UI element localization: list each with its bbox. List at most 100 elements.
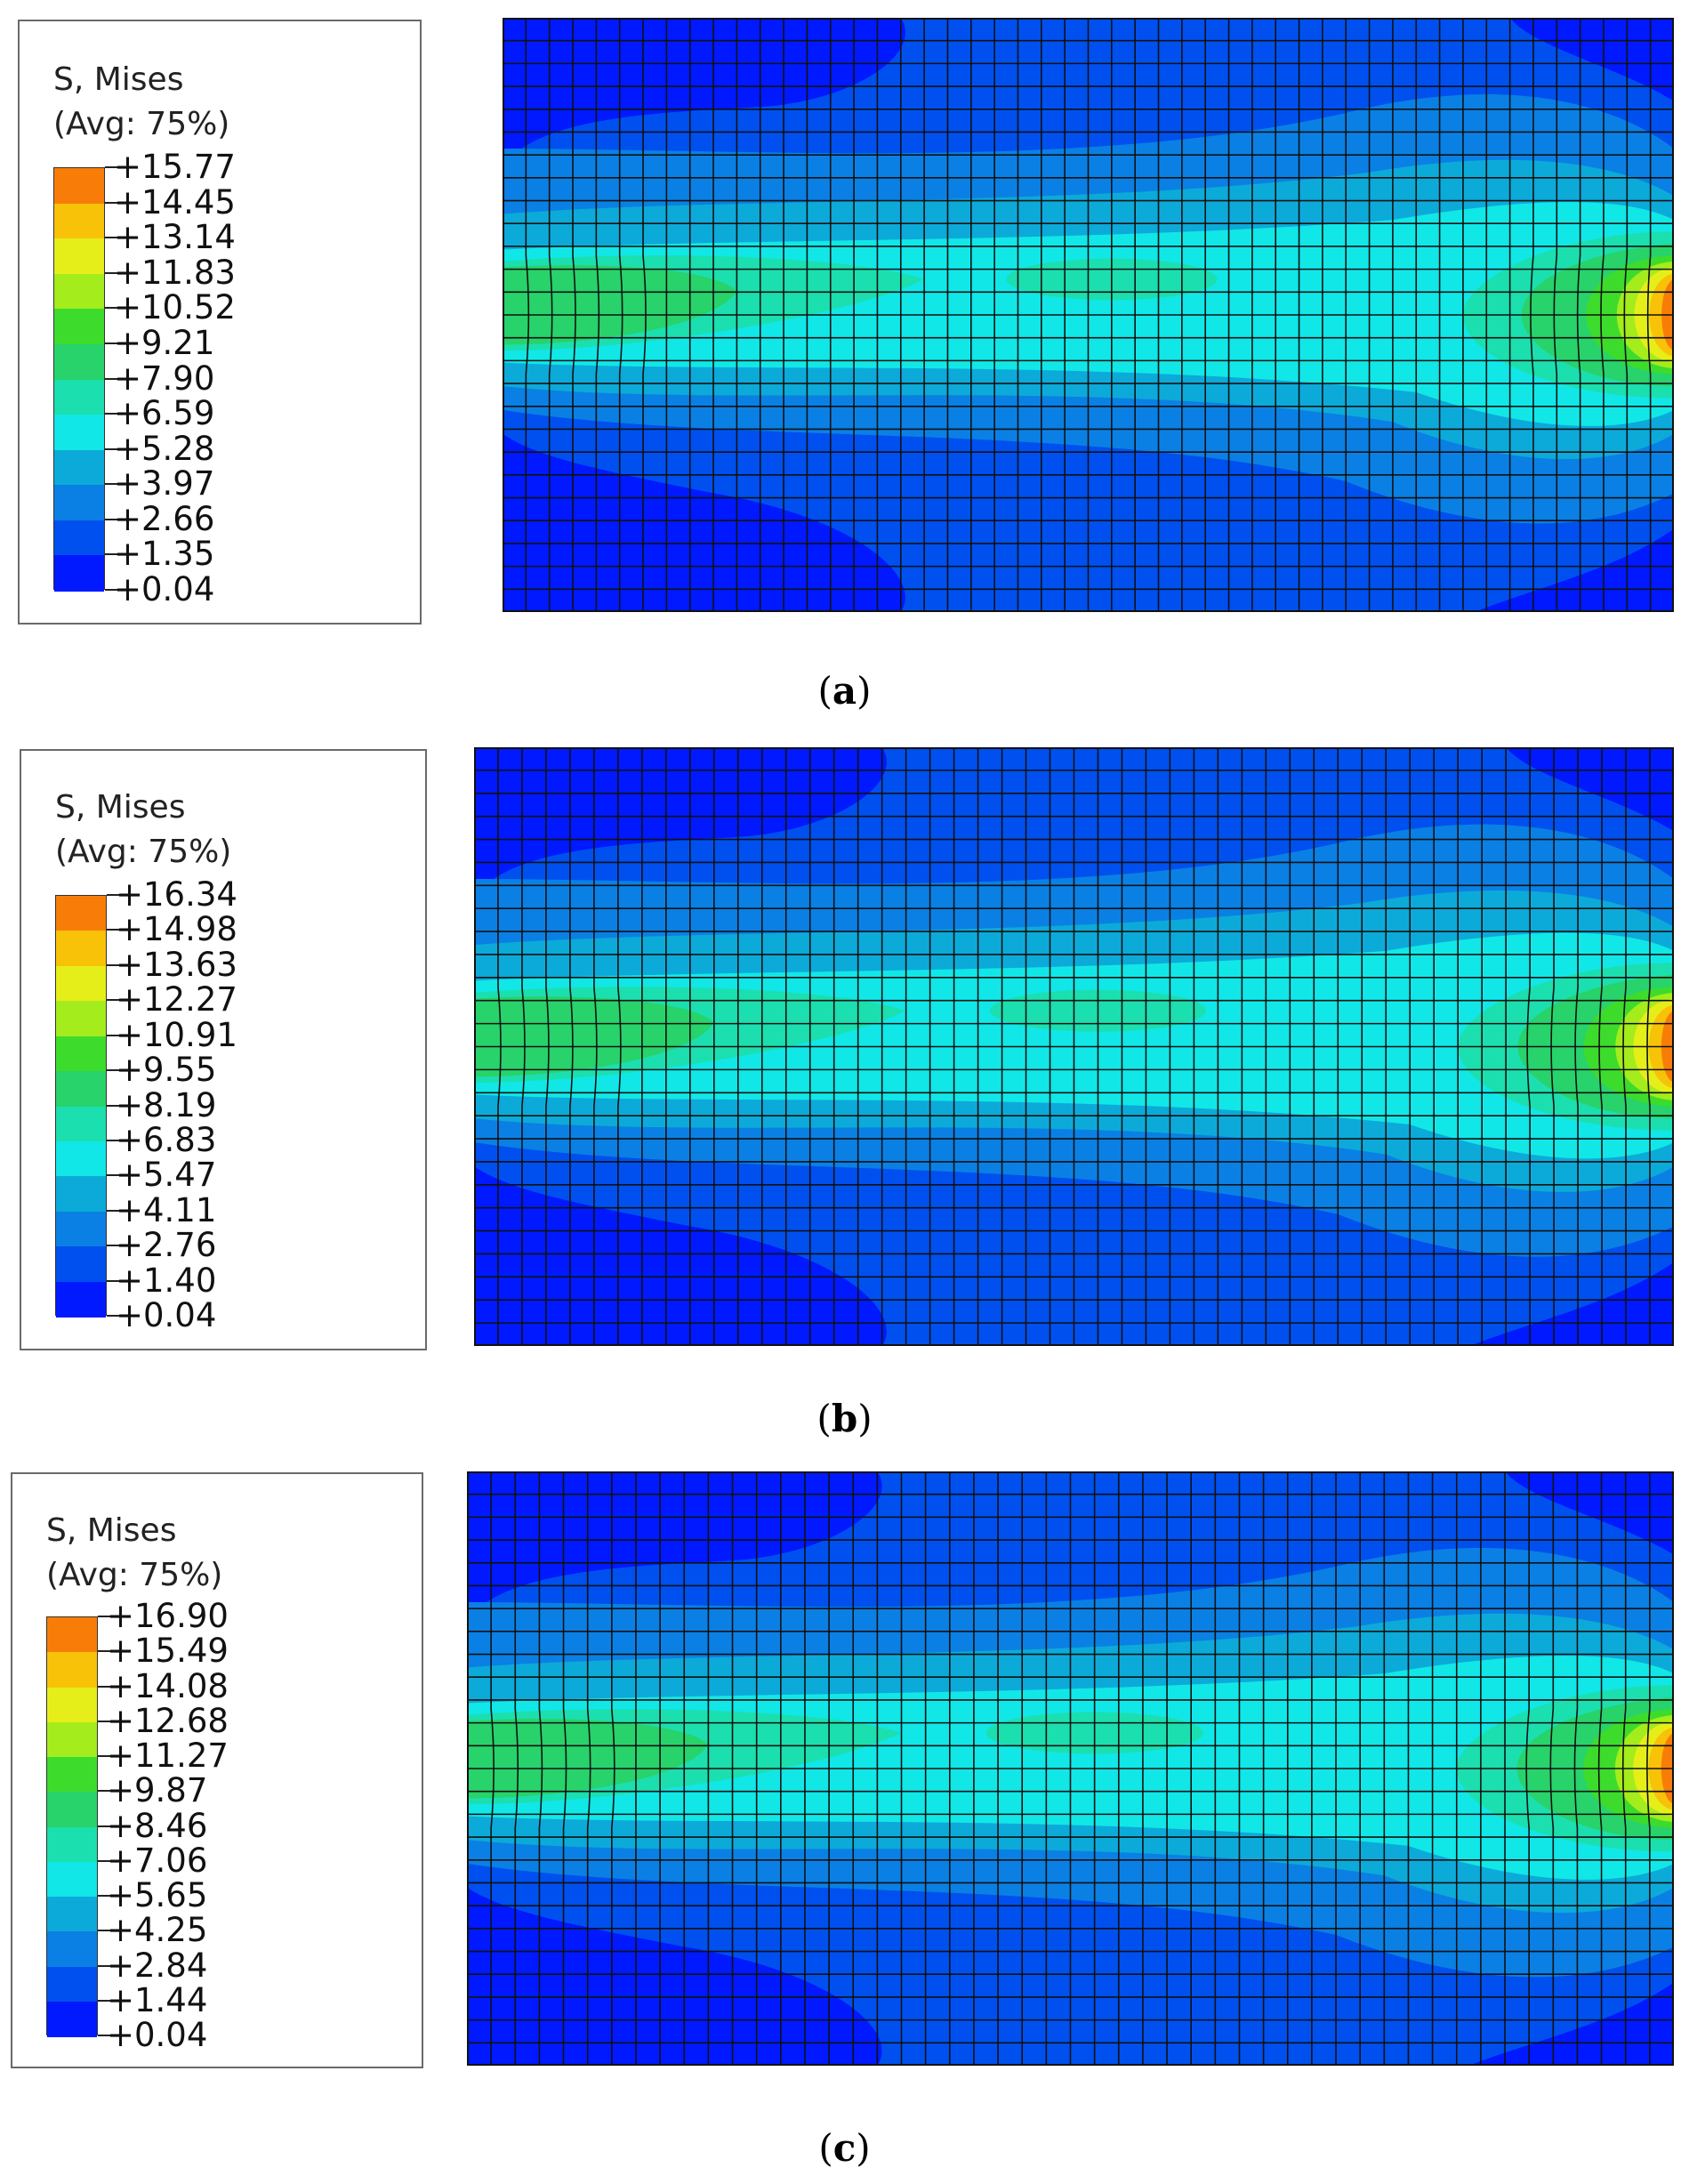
panel-b: S, Mises (Avg: 75%) +16.34 +14.98 +13.63 +1…	[0, 728, 1689, 1440]
colorbar-level-label: +15.49	[107, 1632, 229, 1671]
colorbar-level-label: +8.19	[116, 1085, 217, 1124]
colorbar-level-label: +13.14	[114, 218, 236, 257]
colorbar-band	[47, 1617, 97, 1653]
colorbar-band	[54, 273, 104, 310]
contour-band-min	[467, 1887, 882, 2066]
colorbar-level-label: +14.08	[107, 1666, 229, 1705]
colorbar-tick	[98, 1859, 117, 1862]
colorbar-band	[47, 1861, 97, 1898]
colorbar-level-label: +12.27	[116, 980, 237, 1019]
legend-c: S, Mises (Avg: 75%) +16.90 +15.49 +14.08 +1…	[11, 1472, 423, 2068]
colorbar-tick	[105, 166, 125, 168]
colorbar	[46, 1616, 98, 2037]
colorbar-band	[54, 555, 104, 592]
plot-border	[474, 747, 1674, 1346]
colorbar-band	[54, 238, 104, 275]
colorbar-band	[54, 449, 104, 486]
colorbar-tick	[98, 1790, 117, 1793]
colorbar-tick	[98, 1650, 117, 1653]
contour-plot-c	[467, 1471, 1674, 2066]
contour-band	[503, 265, 737, 345]
colorbar-band	[54, 203, 104, 239]
colorbar-tick	[98, 1825, 117, 1827]
colorbar-level-label: +4.25	[107, 1911, 208, 1950]
contour-band-min	[503, 18, 905, 166]
colorbar-band	[47, 1792, 97, 1828]
colorbar	[53, 167, 105, 592]
colorbar-tick	[105, 518, 125, 520]
contour-band	[467, 1719, 709, 1799]
colorbar-level-label: +15.77	[114, 148, 236, 186]
contour-band-min	[503, 433, 905, 612]
colorbar-level-label: +1.40	[116, 1261, 217, 1300]
mesh-grid	[474, 747, 1674, 1346]
colorbar-tick	[107, 1279, 126, 1282]
colorbar-tick	[105, 307, 125, 310]
colorbar-level-label: +0.04	[107, 2016, 208, 2054]
colorbar-band	[56, 1176, 106, 1213]
colorbar-tick	[107, 963, 126, 966]
colorbar-level-label: +10.52	[114, 288, 236, 327]
colorbar-band	[47, 1931, 97, 1968]
colorbar-band	[56, 931, 106, 967]
colorbar-band	[47, 1652, 97, 1688]
colorbar-level-label: +5.65	[107, 1876, 208, 1914]
panel-a: S, Mises (Avg: 75%) +15.77 +14.45 +13.14 +1…	[0, 0, 1689, 713]
colorbar-level-label: +10.91	[116, 1015, 237, 1054]
legend-title-line2: (Avg: 75%)	[46, 1557, 223, 1593]
colorbar-level-label: +5.47	[116, 1156, 217, 1195]
plot-border	[503, 18, 1674, 612]
contour-band	[474, 996, 714, 1077]
colorbar-band	[47, 1826, 97, 1863]
colorbar-level-label: +14.98	[116, 910, 237, 949]
colorbar-level-label: +12.68	[107, 1701, 229, 1740]
colorbar-tick	[105, 413, 125, 415]
colorbar-band	[54, 343, 104, 381]
colorbar-tick	[105, 589, 125, 591]
contour-band-min	[1469, 1261, 1674, 1346]
colorbar-band	[54, 415, 104, 451]
contour-band-min	[474, 1166, 887, 1346]
stress-contour-svg	[467, 1471, 1674, 2066]
contour-band-min	[1509, 18, 1674, 101]
colorbar-tick	[98, 1964, 117, 1967]
colorbar-band	[56, 1071, 106, 1108]
colorbar-level-label: +3.97	[114, 464, 215, 504]
colorbar-tick	[105, 342, 125, 344]
colorbar-band	[47, 1966, 97, 2003]
colorbar-tick	[107, 999, 126, 1002]
colorbar-band	[56, 1001, 106, 1037]
colorbar-band	[47, 1757, 97, 1793]
colorbar-tick	[105, 553, 125, 556]
contour-plot-b	[474, 747, 1674, 1346]
contour-band-min	[1506, 747, 1674, 832]
colorbar-level-label: +13.63	[116, 945, 237, 984]
colorbar-tick	[105, 201, 125, 204]
colorbar-tick	[98, 1895, 117, 1897]
colorbar-band	[47, 1721, 97, 1758]
caption-b: (b)	[816, 1397, 873, 1440]
contour-band-min	[474, 747, 887, 898]
legend-title-line1: S, Mises	[55, 789, 186, 826]
colorbar-band	[56, 1281, 106, 1318]
plot-border	[467, 1471, 1674, 2066]
colorbar-level-label: +16.90	[107, 1597, 229, 1635]
colorbar-tick	[107, 1069, 126, 1072]
colorbar-band	[56, 1140, 106, 1177]
colorbar-level-label: +9.87	[107, 1771, 208, 1810]
legend-title-line2: (Avg: 75%)	[53, 106, 230, 142]
caption-a: (a)	[817, 669, 872, 713]
stress-contour-svg	[503, 18, 1674, 612]
colorbar-level-label: +11.27	[107, 1737, 229, 1775]
colorbar-tick	[107, 1034, 126, 1036]
mesh-grid	[503, 18, 1674, 612]
colorbar-tick	[105, 447, 125, 450]
colorbar-tick	[107, 929, 126, 931]
colorbar-tick	[107, 1104, 126, 1107]
colorbar-band	[56, 1106, 106, 1142]
colorbar-band	[54, 485, 104, 521]
colorbar-level-label: +7.06	[107, 1841, 208, 1880]
colorbar-tick	[107, 1245, 126, 1247]
colorbar-tick	[105, 483, 125, 486]
colorbar-level-label: +11.83	[114, 253, 236, 292]
